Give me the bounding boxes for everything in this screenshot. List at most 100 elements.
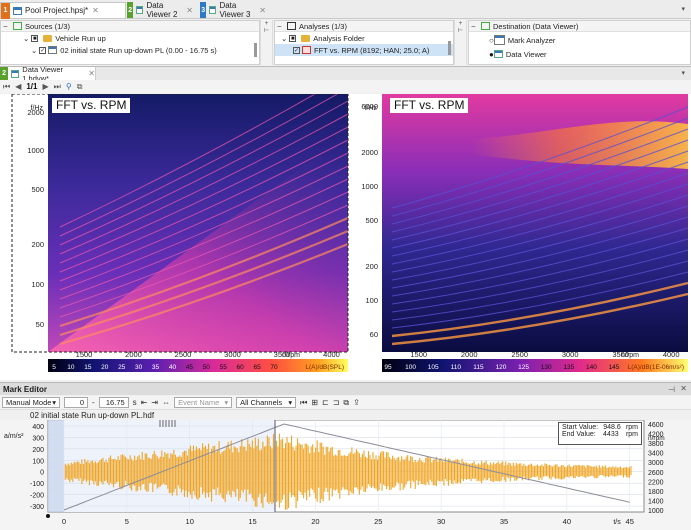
file-checkbox[interactable]: ✓ xyxy=(39,46,47,54)
arrow-right-icon[interactable]: ⇥ xyxy=(151,398,159,407)
order-line xyxy=(59,152,349,282)
add-icon[interactable]: + xyxy=(264,21,269,27)
color-scale xyxy=(48,359,348,372)
collapse-icon[interactable]: − xyxy=(3,21,8,31)
chevron-down-icon[interactable]: ⌄ xyxy=(23,33,30,43)
tab-overflow-icon[interactable]: ▾ xyxy=(681,70,685,77)
close-icon[interactable]: ✕ xyxy=(88,69,95,78)
close-icon[interactable]: ✕ xyxy=(680,384,687,393)
last-page-icon[interactable]: ⏭ xyxy=(53,81,61,91)
y-tick-label: 1000 xyxy=(27,146,44,155)
range-end-input[interactable]: 16.75 xyxy=(98,397,129,408)
tab-data-viewer-3[interactable]: 3 Data Viewer 3 ✕ xyxy=(200,1,270,19)
analysis-folder-label: Analysis Folder xyxy=(313,33,365,43)
pin-icon[interactable]: ⊣ xyxy=(668,385,675,394)
collapse-icon[interactable]: − xyxy=(471,21,476,31)
range-start-input[interactable]: 0 xyxy=(64,397,88,408)
timeline-icon[interactable]: ⊢ xyxy=(263,28,270,34)
chevron-down-icon: ▾ xyxy=(224,398,229,407)
order-line xyxy=(59,216,349,328)
end-value-label: End Value: xyxy=(562,431,596,438)
y-tick-label: 100 xyxy=(365,296,378,305)
y-tick-label: 200 xyxy=(32,447,44,454)
rpm-tick-label: 2600 xyxy=(648,470,664,477)
x-tick-label: 0 xyxy=(62,517,66,526)
event-name-select[interactable]: Event Name ▾ xyxy=(174,397,233,408)
radio-unchecked-icon[interactable]: ○ xyxy=(489,35,494,45)
analyses-side-toolbar[interactable]: + ⊢ xyxy=(454,20,467,65)
x-tick-label: 40 xyxy=(563,517,571,526)
mode-select[interactable]: Manual Mode ▾ xyxy=(2,397,60,408)
tab-label: Data Viewer 3 xyxy=(219,1,251,19)
project-icon xyxy=(13,6,22,15)
analysis-item-fft[interactable]: ✓ FFT vs. RPM (8192; HAN; 25.0; A) xyxy=(275,44,453,56)
analysis-checkbox[interactable]: ✓ xyxy=(293,46,300,54)
marker-start-icon[interactable]: ⊏ xyxy=(321,398,329,407)
tab-number-badge: 2 xyxy=(127,2,134,18)
copy-icon[interactable]: ⧉ xyxy=(76,81,83,91)
close-icon[interactable]: ✕ xyxy=(259,5,266,15)
scrollbar[interactable] xyxy=(254,43,257,57)
sources-side-toolbar[interactable]: + ⊢ xyxy=(260,20,273,65)
x-tick-label: 35 xyxy=(500,517,508,526)
close-icon[interactable]: ✕ xyxy=(92,6,99,15)
first-page-icon[interactable]: ⏮ xyxy=(3,81,11,91)
collapse-icon[interactable]: − xyxy=(277,21,282,31)
x-tick-label: 3000 xyxy=(562,350,579,359)
search-icon[interactable]: ⚲ xyxy=(65,82,72,91)
sources-header[interactable]: − Sources (1/3) xyxy=(1,21,259,32)
source-row-file[interactable]: ⌄ ✓ 02 initial state Run up-down PL (0.0… xyxy=(1,44,259,56)
sources-title: Sources (1/3) xyxy=(25,21,71,31)
chevron-down-icon[interactable]: ⌄ xyxy=(281,33,288,43)
channels-select[interactable]: All Channels ▾ xyxy=(236,397,297,408)
order-line xyxy=(59,113,349,255)
order-lines xyxy=(59,94,349,346)
x-tick-label: 1500 xyxy=(410,350,427,359)
next-page-icon[interactable]: ▶ xyxy=(42,82,49,91)
chevron-down-icon[interactable]: ⌄ xyxy=(31,45,38,55)
tab-pool-project[interactable]: 1 Pool Project.hpsj* ✕ xyxy=(0,2,126,19)
destination-label: Data Viewer xyxy=(505,49,547,59)
sources-panel: − Sources (1/3) ⌄ ■ Vehicle Run up ⌄ ✓ 0… xyxy=(0,20,260,65)
analyses-header[interactable]: − Analyses (1/3) xyxy=(275,21,453,32)
export-icon[interactable]: ⇪ xyxy=(353,398,360,407)
y-tick-label: 200 xyxy=(365,262,378,271)
x-tick-label: 15 xyxy=(248,517,256,526)
close-icon[interactable]: ✕ xyxy=(186,5,193,15)
scrollbar[interactable] xyxy=(448,41,451,55)
selection-frame xyxy=(11,94,349,353)
add-icon[interactable]: + xyxy=(458,21,463,27)
analysis-label: FFT vs. RPM (8192; HAN; 25.0; A) xyxy=(314,45,430,55)
copy-icon[interactable]: ⧉ xyxy=(343,397,350,407)
destination-header[interactable]: − Destination (Data Viewer) xyxy=(469,21,690,32)
previous-page-icon[interactable]: ◀ xyxy=(15,82,22,91)
start-value-unit: rpm xyxy=(625,424,638,431)
arrow-left-icon[interactable]: ⇤ xyxy=(140,398,148,407)
source-checkbox[interactable]: ■ xyxy=(31,34,39,42)
mark-editor-header: Mark Editor ⊣ ✕ xyxy=(0,382,691,395)
spectrogram-hot-band xyxy=(472,121,688,169)
y-axis-unit: a/m/s² xyxy=(4,433,24,440)
previous-mark-icon[interactable]: ⏮ xyxy=(300,397,308,407)
tab-data-viewer-2[interactable]: 2 Data Viewer 2 ✕ xyxy=(127,1,197,19)
tab-overflow-icon[interactable]: ▾ xyxy=(681,6,685,13)
color-scale-tick: 40 xyxy=(169,364,177,371)
fit-icon[interactable]: ⊞ xyxy=(311,398,318,407)
destination-mark-analyzer[interactable]: ○ Mark Analyzer xyxy=(469,32,690,48)
order-line xyxy=(391,139,689,233)
radio-checked-icon[interactable]: ● xyxy=(489,49,494,59)
color-scale-tick: 130 xyxy=(541,364,552,371)
y-tick-label: 100 xyxy=(31,280,44,289)
analysis-icon[interactable]: ⊢ xyxy=(457,28,464,34)
analysis-folder-row[interactable]: ⌄ ■ Analysis Folder xyxy=(275,32,453,44)
arrow-both-icon[interactable]: ⇔ xyxy=(162,398,171,407)
marker-end-icon[interactable]: ⊐ xyxy=(332,398,340,407)
mark-editor-toolbar: Manual Mode ▾ 0 - 16.75 s ⇤ ⇥ ⇔ Event Na… xyxy=(0,396,691,410)
x-tick-label: 3000 xyxy=(224,350,241,359)
data-viewer-icon xyxy=(136,6,144,14)
tab-data-viewer-1[interactable]: 2 Data Viewer 1.hdvw* ✕ xyxy=(0,65,96,83)
analysis-folder-checkbox[interactable]: ■ xyxy=(289,34,297,42)
destination-data-viewer[interactable]: ● Data Viewer xyxy=(469,48,690,60)
source-row-vehicle[interactable]: ⌄ ■ Vehicle Run up xyxy=(1,32,259,44)
